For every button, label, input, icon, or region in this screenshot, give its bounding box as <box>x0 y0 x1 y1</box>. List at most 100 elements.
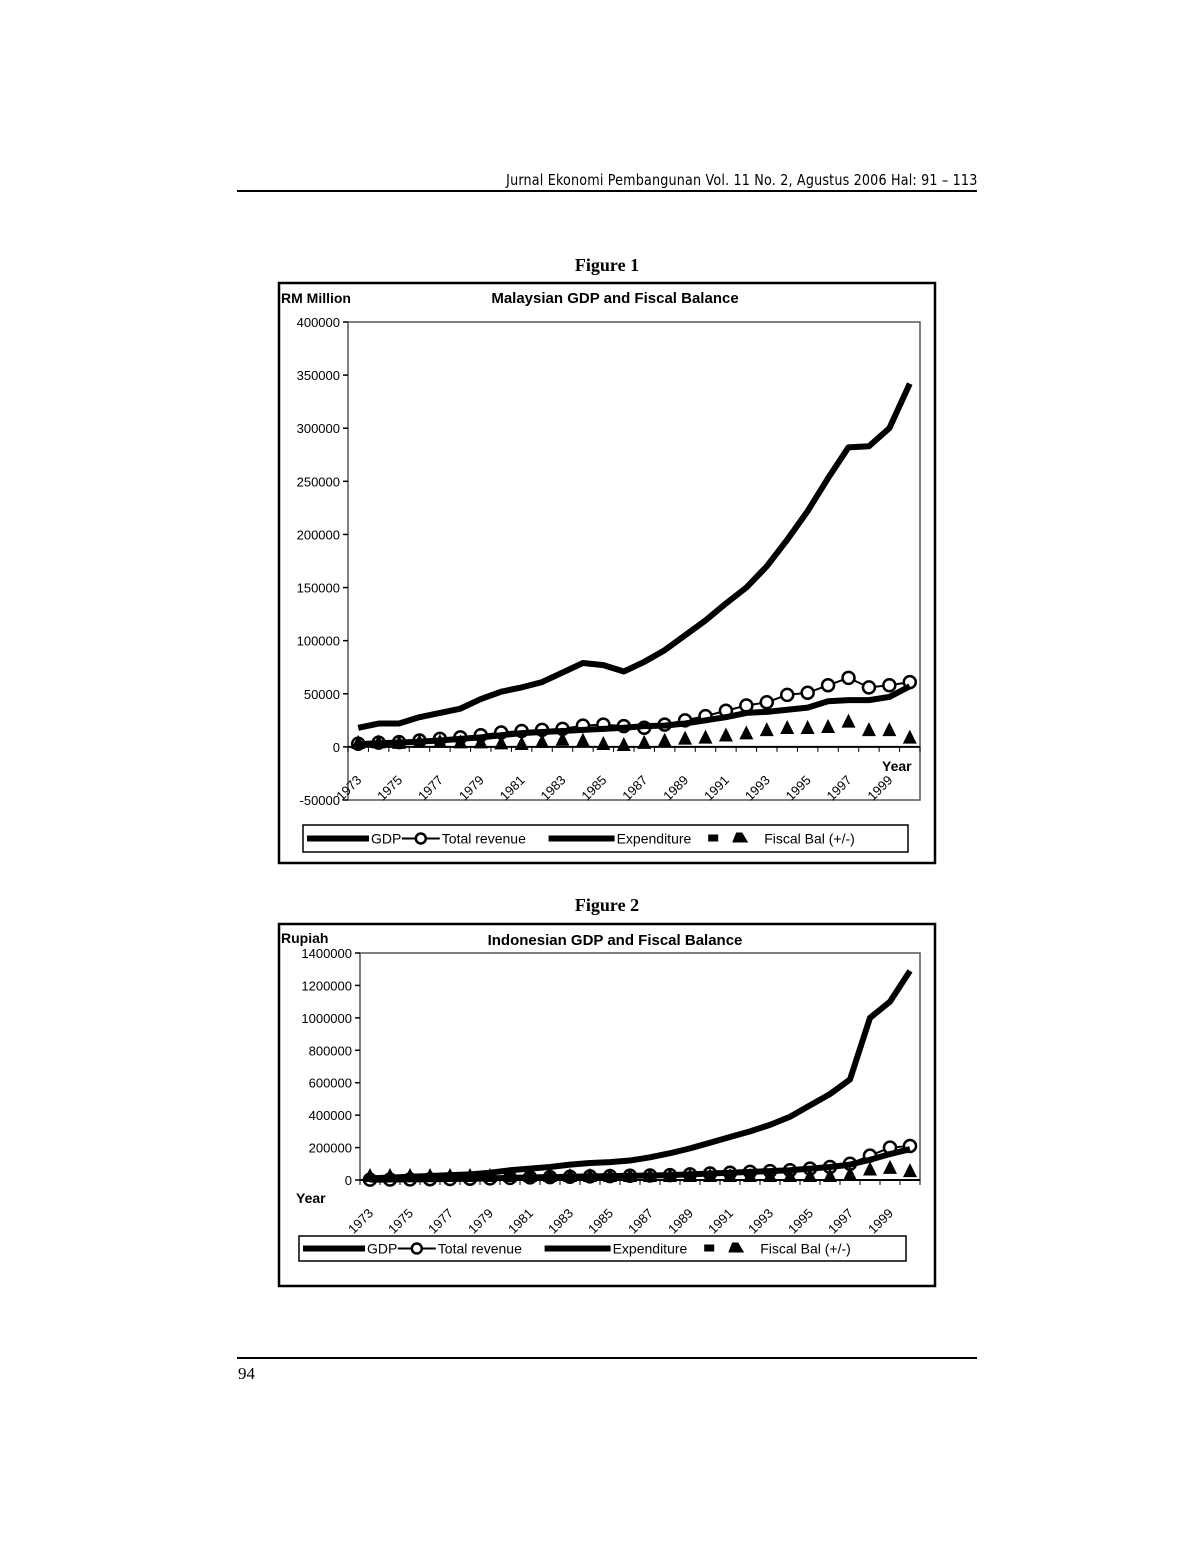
legend-swatch-revenue-marker <box>414 832 428 845</box>
y-tick-label: 150000 <box>297 581 340 596</box>
chart-frame <box>277 281 937 865</box>
series-line <box>369 969 913 1182</box>
legend-label: Fiscal Bal (+/-) <box>760 1241 851 1257</box>
y-tick-label: 600000 <box>309 1076 352 1091</box>
data-point-triangle <box>575 732 590 747</box>
data-point-triangle <box>841 713 856 728</box>
plot-area <box>359 952 921 1181</box>
legend-swatch-fiscal-dash <box>708 834 719 842</box>
x-tick-label: 1991 <box>705 1206 736 1237</box>
legend-label: Total revenue <box>438 1241 522 1257</box>
x-tick-label: 1997 <box>824 772 855 803</box>
x-tick-label: 1997 <box>825 1206 856 1237</box>
data-point-triangle <box>503 1168 517 1182</box>
legend-label: Expenditure <box>613 1241 688 1257</box>
x-tick-label: 1983 <box>545 1206 576 1237</box>
data-point-triangle <box>453 734 468 749</box>
x-tick-label: 1995 <box>785 1206 816 1237</box>
y-tick-label: 100000 <box>297 634 340 649</box>
data-point-triangle <box>583 1168 597 1182</box>
x-tick-label: 1975 <box>374 772 405 803</box>
data-point-triangle <box>596 735 611 750</box>
series-fiscal-bal- <box>363 1159 917 1182</box>
journal-header: Jurnal Ekonomi Pembangunan Vol. 11 No. 2… <box>505 171 977 189</box>
data-point-triangle <box>678 730 693 745</box>
x-tick-label: 1993 <box>742 772 773 803</box>
data-point-triangle <box>903 1163 917 1178</box>
x-tick-label: 1979 <box>456 772 487 803</box>
x-tick-label: 1987 <box>619 772 650 803</box>
legend: GDP Total revenue Expenditure Fiscal Bal (+… <box>302 824 909 853</box>
legend-swatch-fiscal-triangle <box>728 1242 745 1253</box>
data-point-triangle <box>743 1168 757 1182</box>
y-tick-label: 200000 <box>309 1141 352 1156</box>
chart-2: Indonesian GDP and Fiscal Balance Rupiah Y… <box>277 922 937 1288</box>
data-point-circle <box>841 670 856 686</box>
data-point-circle <box>820 678 836 693</box>
data-point-triangle <box>823 1168 837 1182</box>
page-number: 94 <box>238 1364 255 1383</box>
data-point-triangle <box>657 732 672 747</box>
data-point-circle <box>861 680 877 695</box>
x-tick-label: 1977 <box>425 1206 456 1237</box>
x-tick-label: 1975 <box>385 1206 416 1237</box>
x-tick-label: 1995 <box>783 772 814 803</box>
legend-swatch-revenue-marker <box>410 1242 424 1255</box>
data-point-circle <box>882 678 897 693</box>
x-tick-label: 1999 <box>865 1206 896 1237</box>
plot-area <box>347 321 921 801</box>
series-expenditure <box>358 683 912 748</box>
x-tick-label: 1981 <box>497 772 528 803</box>
footer-rule <box>237 1357 977 1359</box>
data-point-triangle <box>514 735 529 750</box>
data-point-triangle <box>483 1168 497 1182</box>
y-tick-label: 0 <box>333 740 340 755</box>
data-point-triangle <box>643 1168 657 1182</box>
data-point-triangle <box>703 1168 717 1182</box>
y-tick-label: 800000 <box>309 1043 352 1058</box>
y-tick-label: 350000 <box>297 368 340 383</box>
data-point-triangle <box>783 1168 797 1182</box>
series-fiscal-bal- <box>351 713 917 752</box>
legend-label: GDP <box>371 831 401 847</box>
data-point-triangle <box>392 734 407 749</box>
data-point-triangle <box>863 1161 877 1176</box>
data-point-triangle <box>683 1168 697 1182</box>
data-point-triangle <box>412 733 427 748</box>
data-point-triangle <box>718 727 733 742</box>
data-point-triangle <box>555 731 570 746</box>
data-point-triangle <box>883 1159 897 1174</box>
y-tick-label: -50000 <box>300 793 340 808</box>
legend-swatch-fiscal-dash <box>704 1244 715 1252</box>
data-point-circle <box>759 695 775 710</box>
data-point-triangle <box>800 720 815 735</box>
figure-2-label: Figure 2 <box>574 895 640 915</box>
data-point-triangle <box>698 729 713 744</box>
y-axis-label: Rupiah <box>281 930 328 946</box>
y-tick-label: 50000 <box>304 687 340 702</box>
x-tick-label: 1989 <box>665 1206 696 1237</box>
x-tick-label: 1979 <box>465 1206 496 1237</box>
legend-label: Total revenue <box>442 831 526 847</box>
y-tick-label: 1400000 <box>301 946 352 961</box>
data-point-triangle <box>535 733 550 748</box>
legend-label: Fiscal Bal (+/-) <box>764 831 855 847</box>
data-point-triangle <box>882 722 897 737</box>
x-tick-label: 1983 <box>538 772 569 803</box>
data-point-triangle <box>843 1166 857 1181</box>
y-tick-label: 200000 <box>297 527 340 542</box>
data-point-triangle <box>494 735 509 750</box>
data-point-triangle <box>803 1168 817 1182</box>
x-tick-label: 1977 <box>415 772 446 803</box>
data-point-triangle <box>543 1168 557 1182</box>
legend-label: GDP <box>367 1241 397 1257</box>
series-gdp <box>357 382 913 731</box>
data-point-triangle <box>423 1168 437 1182</box>
x-axis-label: Year <box>882 758 912 774</box>
y-tick-label: 400000 <box>297 315 340 330</box>
series-line <box>358 683 912 748</box>
y-tick-label: 300000 <box>297 421 340 436</box>
data-point-triangle <box>563 1168 577 1182</box>
data-point-circle <box>800 685 815 700</box>
